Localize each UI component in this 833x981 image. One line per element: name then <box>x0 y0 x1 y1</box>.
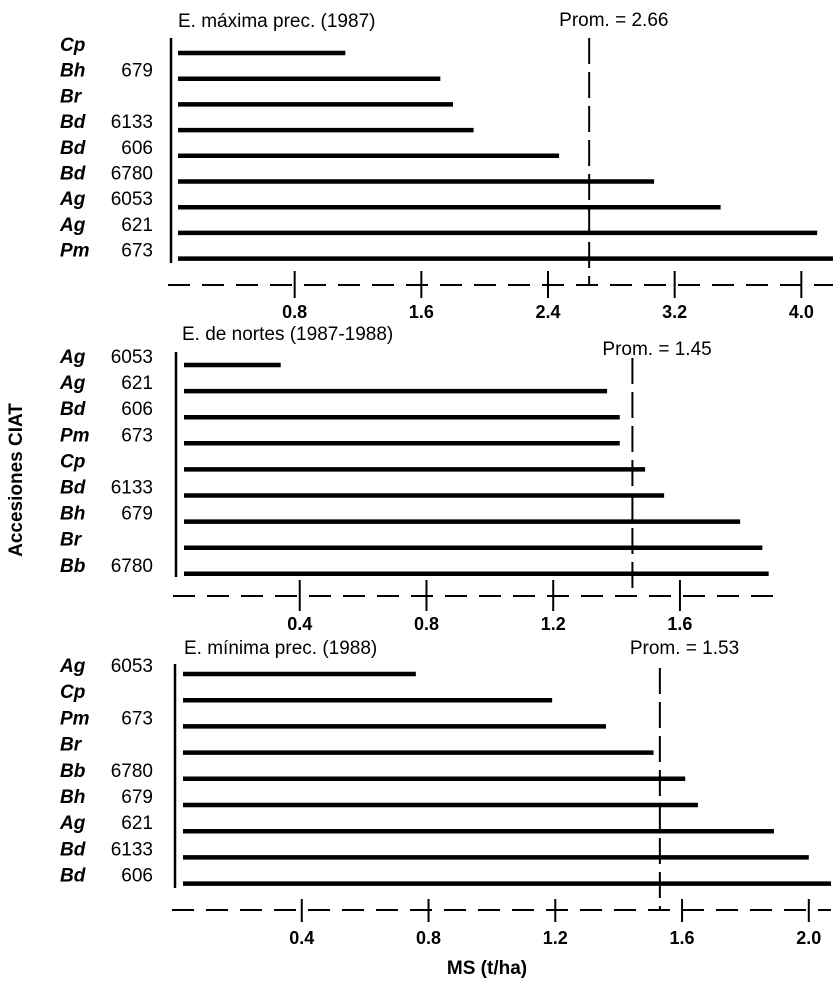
x-tick-label: 2.4 <box>535 302 560 322</box>
category-accession: 6780 <box>111 164 153 185</box>
category-species: Bh <box>60 61 85 82</box>
category-species: Ag <box>59 656 86 677</box>
category-species: Bh <box>60 504 85 525</box>
category-species: Pm <box>60 708 90 729</box>
mean-label: Prom. = 2.66 <box>559 10 668 31</box>
category-species: Ag <box>59 373 86 394</box>
x-tick-label: 0.4 <box>289 928 314 948</box>
mean-label: Prom. = 1.53 <box>630 638 739 659</box>
category-species: Ag <box>59 189 86 210</box>
category-species: Br <box>60 735 83 756</box>
category-species: Bd <box>60 138 86 159</box>
x-tick-label: 0.8 <box>414 614 439 634</box>
category-species: Ag <box>59 347 86 368</box>
category-accession: 679 <box>121 61 153 82</box>
panel-2: E. de nortes (1987-1988) Ag 6053 Ag 621 Bd 606… <box>59 324 775 634</box>
category-species: Ag <box>59 813 86 834</box>
category-accession: 6133 <box>111 478 153 499</box>
x-tick-label: 1.6 <box>667 614 692 634</box>
category-species: Cp <box>60 35 85 56</box>
category-accession: 606 <box>121 399 153 420</box>
mean-label: Prom. = 1.45 <box>602 339 711 360</box>
category-accession: 606 <box>121 138 153 159</box>
category-accession: 621 <box>121 373 153 394</box>
category-accession: 679 <box>121 787 153 808</box>
category-species: Bb <box>60 556 86 577</box>
x-tick-label: 0.8 <box>416 928 441 948</box>
category-species: Pm <box>60 241 90 262</box>
x-tick-label: 1.2 <box>543 928 568 948</box>
category-species: Bh <box>60 787 85 808</box>
category-accession: 6133 <box>111 112 153 133</box>
panel-title: E. máxima prec. (1987) <box>178 11 375 32</box>
category-accession: 6780 <box>111 761 153 782</box>
category-species: Bb <box>60 761 86 782</box>
category-species: Bd <box>60 164 86 185</box>
category-accession: 673 <box>121 425 153 446</box>
x-tick-label: 4.0 <box>789 302 814 322</box>
category-species: Bd <box>60 399 86 420</box>
category-species: Cp <box>60 451 85 472</box>
category-species: Pm <box>60 425 90 446</box>
panel-title: E. de nortes (1987-1988) <box>182 324 393 345</box>
category-accession: 673 <box>121 708 153 729</box>
category-accession: 6133 <box>111 839 153 860</box>
category-accession: 679 <box>121 504 153 525</box>
x-tick-label: 3.2 <box>662 302 687 322</box>
category-species: Br <box>60 530 83 551</box>
category-accession: 673 <box>121 241 153 262</box>
category-species: Br <box>60 86 83 107</box>
category-species: Bd <box>60 112 86 133</box>
category-species: Ag <box>59 215 86 236</box>
category-species: Bd <box>60 866 86 887</box>
category-species: Bd <box>60 839 86 860</box>
x-tick-label: 1.2 <box>541 614 566 634</box>
category-accession: 606 <box>121 866 153 887</box>
x-tick-label: 2.0 <box>796 928 821 948</box>
x-tick-label: 1.6 <box>409 302 434 322</box>
category-accession: 621 <box>121 813 153 834</box>
x-axis-label: MS (t/ha) <box>447 958 527 979</box>
category-accession: 6053 <box>111 347 153 368</box>
panel-1: E. máxima prec. (1987) Cp Bh 679 Br Bd 6133 Bd 6… <box>59 10 833 322</box>
x-tick-label: 0.8 <box>282 302 307 322</box>
category-accession: 6780 <box>111 556 153 577</box>
category-accession: 6053 <box>111 189 153 210</box>
panel-title: E. mínima prec. (1988) <box>184 638 377 659</box>
category-accession: 621 <box>121 215 153 236</box>
category-species: Cp <box>60 682 85 703</box>
panel-3: E. mínima prec. (1988) Ag 6053 Cp Pm 673 Br Bb 6… <box>59 638 831 948</box>
category-accession: 6053 <box>111 656 153 677</box>
category-species: Bd <box>60 478 86 499</box>
x-tick-label: 0.4 <box>287 614 312 634</box>
x-tick-label: 1.6 <box>670 928 695 948</box>
y-axis-label: Accesiones CIAT <box>6 403 27 557</box>
